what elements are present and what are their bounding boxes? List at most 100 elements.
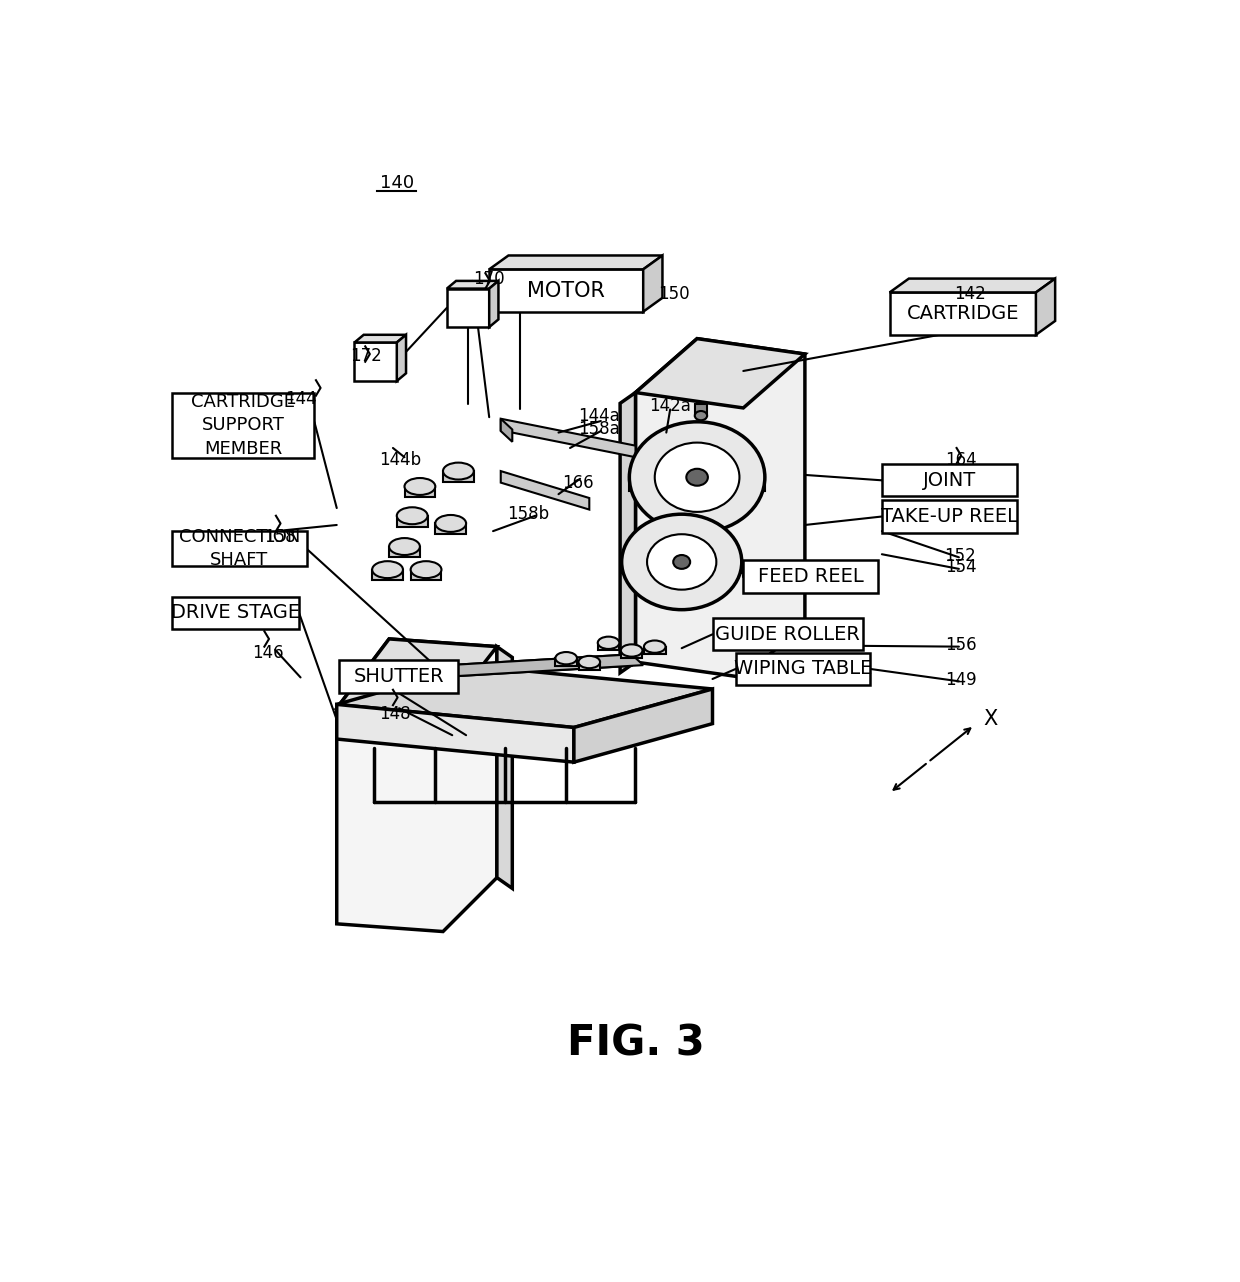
Text: 140: 140 [379, 174, 414, 192]
Ellipse shape [630, 422, 765, 533]
Polygon shape [410, 569, 441, 581]
Ellipse shape [655, 442, 739, 512]
Polygon shape [501, 470, 589, 509]
Polygon shape [404, 486, 435, 497]
Polygon shape [1035, 278, 1055, 335]
Text: 166: 166 [562, 474, 594, 492]
Ellipse shape [621, 514, 742, 610]
Polygon shape [889, 278, 1055, 292]
Bar [743, 560, 878, 592]
Polygon shape [501, 419, 635, 458]
Polygon shape [644, 255, 662, 312]
Polygon shape [644, 646, 666, 654]
Ellipse shape [694, 412, 707, 420]
Bar [172, 392, 315, 458]
Ellipse shape [686, 469, 708, 486]
Bar [882, 464, 1017, 496]
Text: 158: 158 [264, 528, 295, 546]
Polygon shape [630, 477, 765, 491]
Text: 152: 152 [945, 547, 976, 565]
Text: 158b: 158b [507, 505, 549, 523]
Polygon shape [435, 523, 466, 535]
Polygon shape [635, 338, 805, 677]
Polygon shape [337, 704, 574, 762]
Text: DRIVE STAGE: DRIVE STAGE [171, 604, 300, 622]
Polygon shape [337, 638, 497, 932]
Ellipse shape [647, 535, 717, 590]
Ellipse shape [621, 645, 642, 656]
Polygon shape [497, 646, 512, 888]
Polygon shape [501, 419, 512, 442]
Polygon shape [337, 638, 497, 715]
Bar [490, 269, 644, 312]
Bar [889, 292, 1035, 335]
Text: WIPING TABLE: WIPING TABLE [734, 659, 872, 678]
Text: 146: 146 [253, 644, 284, 662]
Ellipse shape [397, 508, 428, 524]
Text: X: X [983, 709, 998, 729]
Text: 170: 170 [474, 269, 505, 287]
Polygon shape [598, 642, 619, 650]
Text: 144a: 144a [578, 406, 620, 424]
Bar [355, 342, 397, 381]
Text: 164: 164 [945, 451, 976, 469]
Ellipse shape [410, 562, 441, 578]
Ellipse shape [556, 653, 577, 664]
Ellipse shape [443, 463, 474, 479]
Text: CARTRIDGE: CARTRIDGE [906, 305, 1019, 323]
Text: CARTRIDGE
SUPPORT
MEMBER: CARTRIDGE SUPPORT MEMBER [191, 392, 295, 458]
Text: 142: 142 [955, 285, 986, 303]
Ellipse shape [673, 555, 691, 569]
Text: CONNECTION
SHAFT: CONNECTION SHAFT [179, 528, 300, 569]
Text: 172: 172 [350, 347, 382, 365]
Text: FIG. 3: FIG. 3 [567, 1022, 704, 1064]
Ellipse shape [644, 641, 666, 653]
Text: TAKE-UP REEL: TAKE-UP REEL [880, 506, 1018, 526]
Text: 158a: 158a [578, 420, 620, 438]
Polygon shape [397, 515, 428, 527]
Polygon shape [621, 650, 642, 658]
Polygon shape [446, 281, 498, 288]
Polygon shape [389, 546, 420, 558]
Text: JOINT: JOINT [923, 470, 976, 490]
Text: MOTOR: MOTOR [527, 281, 605, 301]
Polygon shape [337, 665, 713, 727]
Polygon shape [435, 654, 644, 677]
Text: 156: 156 [945, 636, 976, 654]
Polygon shape [397, 335, 405, 381]
Text: GUIDE ROLLER: GUIDE ROLLER [715, 624, 861, 644]
Bar [735, 653, 870, 685]
Polygon shape [579, 662, 600, 669]
Text: 144b: 144b [379, 451, 422, 469]
Text: 150: 150 [658, 285, 689, 303]
Bar [172, 531, 306, 565]
Polygon shape [355, 335, 405, 342]
Polygon shape [372, 569, 403, 581]
Text: 154: 154 [945, 559, 976, 577]
Bar [446, 288, 490, 327]
Ellipse shape [389, 538, 420, 555]
Bar [713, 618, 863, 650]
Polygon shape [435, 654, 631, 677]
Text: 142a: 142a [650, 397, 691, 415]
Ellipse shape [435, 515, 466, 532]
Text: 148: 148 [379, 705, 412, 723]
Polygon shape [635, 338, 805, 408]
Ellipse shape [372, 562, 403, 578]
Polygon shape [556, 658, 577, 665]
Bar [882, 500, 1017, 533]
Polygon shape [621, 562, 742, 573]
Text: SHUTTER: SHUTTER [353, 667, 444, 686]
Text: FEED REEL: FEED REEL [758, 567, 863, 586]
Polygon shape [443, 470, 474, 482]
Ellipse shape [598, 637, 619, 649]
Text: 149: 149 [945, 670, 976, 688]
Ellipse shape [404, 478, 435, 495]
Polygon shape [490, 281, 498, 327]
Ellipse shape [579, 656, 600, 668]
Polygon shape [490, 255, 662, 269]
Bar [339, 660, 459, 692]
Polygon shape [574, 688, 713, 762]
Polygon shape [620, 392, 635, 673]
Bar [172, 596, 299, 629]
